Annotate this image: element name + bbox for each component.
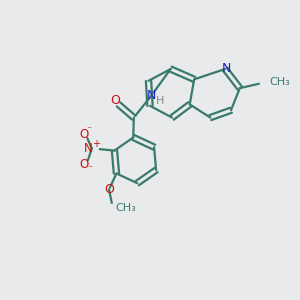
- Text: N: N: [147, 89, 156, 102]
- Text: +: +: [92, 139, 100, 149]
- Text: O: O: [80, 158, 89, 171]
- Text: N: N: [221, 62, 231, 75]
- Text: O: O: [79, 128, 88, 141]
- Text: CH₃: CH₃: [115, 203, 136, 213]
- Text: CH₃: CH₃: [269, 77, 290, 87]
- Text: H: H: [156, 96, 164, 106]
- Text: ⁻: ⁻: [86, 125, 92, 135]
- Text: ⁻: ⁻: [87, 164, 92, 174]
- Text: O: O: [111, 94, 121, 107]
- Text: O: O: [104, 183, 114, 196]
- Text: N: N: [84, 142, 93, 155]
